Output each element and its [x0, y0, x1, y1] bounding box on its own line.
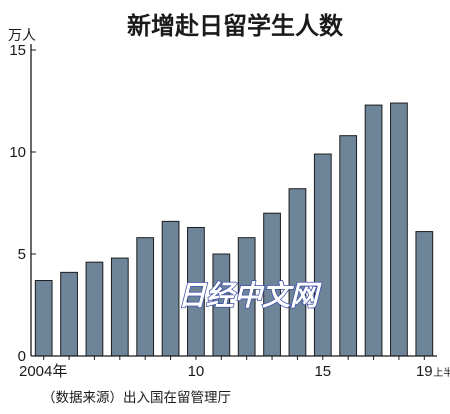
plot-area: 0 5 10 15 2004年 10 15 19上半年 [9, 42, 450, 380]
bar-2016 [339, 135, 358, 357]
chart-title: 新增赴日留学生人数 [127, 12, 344, 40]
bar-2017 [364, 104, 383, 357]
bar-2018 [390, 102, 408, 357]
bar-2007 [110, 257, 129, 357]
y-axis-unit-label: 万人 [8, 28, 36, 44]
x-tick-label: 19 [416, 363, 433, 380]
y-tick-label: 5 [18, 246, 26, 263]
bar-2009 [161, 220, 180, 357]
watermark-logo: 日经中文网 [178, 279, 322, 312]
y-tick-label: 15 [9, 42, 26, 59]
bar-2014 [288, 188, 307, 357]
bar-2006 [85, 261, 104, 357]
bar-2008 [136, 237, 155, 357]
x-tick-label: 2004年 [19, 363, 67, 380]
source-note: （数据来源）出入国在留管理厅 [42, 390, 231, 406]
y-tick-label: 0 [18, 348, 26, 365]
bar-2019上半年 [415, 231, 434, 357]
y-tick-label: 10 [9, 144, 26, 161]
bar-2015 [313, 153, 332, 357]
x-tick-label: 10 [188, 363, 205, 380]
bar-2005 [60, 271, 78, 357]
x-tick-label: 15 [314, 363, 331, 380]
bar-2004 [34, 280, 53, 357]
x-tick-suffix: 上半年 [433, 366, 450, 379]
